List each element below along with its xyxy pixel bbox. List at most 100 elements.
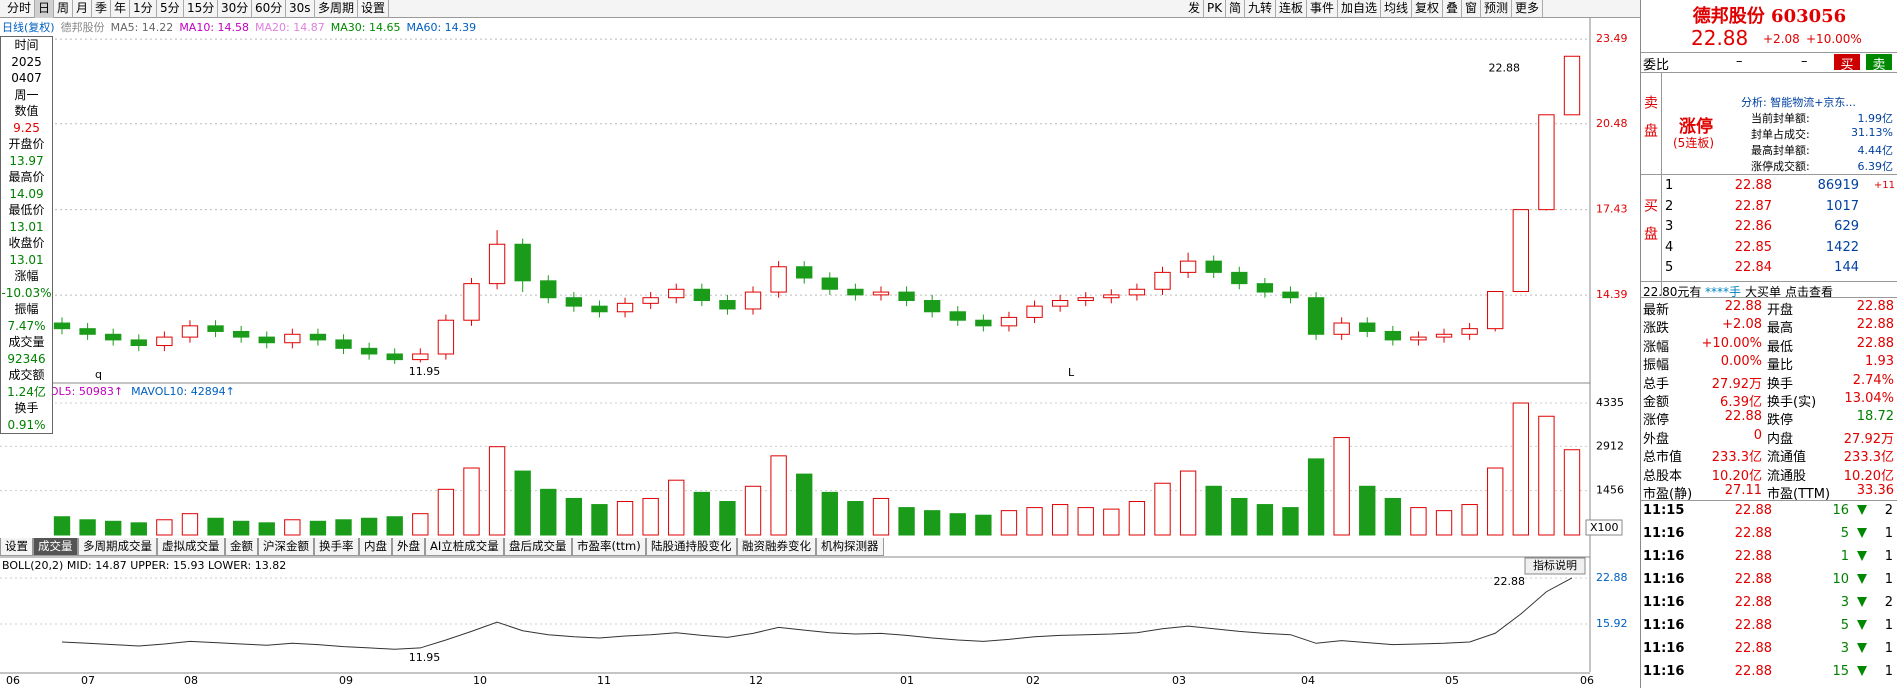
period-button[interactable]: 60分 bbox=[252, 0, 287, 18]
volume-bar bbox=[1487, 467, 1504, 536]
candle-body bbox=[1077, 297, 1094, 302]
down-arrow bbox=[1857, 505, 1867, 515]
candle-body bbox=[1563, 55, 1581, 116]
limit-up: 涨停 bbox=[1679, 117, 1713, 137]
seal-label: 当前封单额: bbox=[1751, 112, 1810, 125]
info-value: 2025 bbox=[11, 54, 42, 69]
info-value: 9.25 bbox=[13, 120, 40, 135]
info-label: 振幅 bbox=[14, 302, 39, 316]
tool-button[interactable]: 复权 bbox=[1412, 0, 1444, 18]
indicator-tab[interactable]: 换手率 bbox=[314, 538, 359, 556]
stat-label: 换手 bbox=[1767, 376, 1794, 392]
period-button[interactable]: 设置 bbox=[358, 0, 390, 18]
candle-body bbox=[1359, 322, 1376, 332]
info-value: -10.03% bbox=[1, 285, 52, 300]
volume-bar bbox=[207, 517, 224, 536]
volume-bar bbox=[360, 517, 378, 536]
indicator-tab[interactable]: 内盘 bbox=[359, 538, 392, 556]
y-tick-label: 22.88 bbox=[1596, 571, 1628, 584]
volume-bar bbox=[975, 514, 992, 536]
weibi-label: 委比 bbox=[1643, 58, 1670, 73]
indicator-tab[interactable]: 市盈率(ttm) bbox=[572, 538, 646, 556]
tool-button[interactable]: 预测 bbox=[1481, 0, 1513, 18]
volume-bar bbox=[1359, 485, 1376, 536]
candle-body bbox=[565, 297, 583, 307]
boll-legend: BOLL(20,2) MID: 14.87 UPPER: 15.93 LOWER… bbox=[2, 559, 286, 572]
y-tick-label: 2912 bbox=[1596, 439, 1624, 452]
tool-button[interactable]: 窗 bbox=[1462, 0, 1482, 18]
candle-body bbox=[105, 333, 122, 341]
volume-bar bbox=[1538, 415, 1555, 536]
volume-bar bbox=[1179, 470, 1197, 536]
candle-body bbox=[335, 339, 352, 349]
indicator-tab[interactable]: 成交量 bbox=[33, 538, 78, 556]
tool-button[interactable]: 叠 bbox=[1443, 0, 1463, 18]
indicator-tab[interactable]: 融资融券变化 bbox=[737, 538, 816, 556]
unit-box bbox=[1585, 519, 1623, 536]
period-button[interactable]: 月 bbox=[73, 0, 93, 18]
indicator-tab[interactable]: AI立桩成交量 bbox=[425, 538, 504, 556]
seal-value: 1.99亿 bbox=[1857, 112, 1894, 125]
indicator-tab[interactable]: 沪深金额 bbox=[258, 538, 314, 556]
period-button[interactable]: 多周期 bbox=[315, 0, 359, 18]
indicator-tab[interactable]: 金额 bbox=[225, 538, 258, 556]
stat-value: +10.00% bbox=[1701, 335, 1762, 351]
tool-button[interactable]: PK bbox=[1204, 0, 1227, 18]
quote-panel: 德邦股份 603056 22.88 +2.08 +10.00% 委比 – – 买… bbox=[1640, 0, 1897, 688]
tool-button[interactable]: 加自选 bbox=[1338, 0, 1382, 18]
volume-bar bbox=[130, 522, 147, 536]
view-link[interactable]: 点击查看 bbox=[1785, 285, 1834, 299]
stat-value: 1.93 bbox=[1865, 354, 1894, 370]
bid-level: 1 bbox=[1665, 178, 1674, 193]
indicator-tab[interactable]: 虚拟成交量 bbox=[157, 538, 225, 556]
ma-value: MA30: 14.65 bbox=[330, 21, 401, 34]
period-button[interactable]: 日 bbox=[35, 0, 55, 18]
tool-button[interactable]: 均线 bbox=[1381, 0, 1413, 18]
period-button[interactable]: 1分 bbox=[130, 0, 157, 18]
period-button[interactable]: 5分 bbox=[157, 0, 184, 18]
stat-value: 33.36 bbox=[1856, 483, 1894, 498]
help-button[interactable] bbox=[1524, 557, 1586, 575]
volume-bar bbox=[616, 501, 634, 536]
period-button[interactable]: 季 bbox=[92, 0, 112, 18]
tool-button[interactable]: 连板 bbox=[1276, 0, 1308, 18]
bid-level: 3 bbox=[1665, 219, 1674, 234]
period-button[interactable]: 周 bbox=[54, 0, 74, 18]
volume-bar bbox=[1205, 485, 1222, 536]
sell-button[interactable]: 卖 bbox=[1866, 54, 1892, 73]
indicator-tab[interactable]: 盘后成交量 bbox=[504, 538, 572, 556]
stat-value: 27.92万 bbox=[1711, 376, 1762, 392]
marker: L bbox=[1068, 366, 1075, 379]
tool-button[interactable]: 简 bbox=[1226, 0, 1246, 18]
indicator-tab[interactable]: 机构探测器 bbox=[816, 538, 884, 556]
stat-label: 涨停 bbox=[1643, 413, 1670, 429]
indicator-tab[interactable]: 多周期成交量 bbox=[78, 538, 157, 556]
tool-button[interactable]: 发 bbox=[1185, 0, 1205, 18]
stat-value: 22.88 bbox=[1724, 299, 1762, 314]
stat-label: 振幅 bbox=[1643, 358, 1670, 374]
tool-button[interactable]: 九转 bbox=[1245, 0, 1277, 18]
period-button[interactable]: 年 bbox=[111, 0, 131, 18]
x-tick-label: 03 bbox=[1172, 674, 1186, 687]
period-button[interactable]: 30分 bbox=[218, 0, 253, 18]
candle-body bbox=[1282, 291, 1299, 299]
down-arrow bbox=[1857, 528, 1867, 538]
period-button[interactable]: 15分 bbox=[184, 0, 219, 18]
stat-value: 233.3亿 bbox=[1711, 450, 1762, 466]
indicator-tab[interactable]: 设置 bbox=[0, 538, 33, 556]
info-label: 成交额 bbox=[8, 368, 45, 382]
tick-volume: 3 bbox=[1840, 641, 1849, 656]
tool-button[interactable]: 更多 bbox=[1512, 0, 1544, 18]
period-button[interactable]: 分时 bbox=[4, 0, 36, 18]
weibi-value: – bbox=[1736, 54, 1743, 69]
period-button[interactable]: 30s bbox=[286, 0, 315, 18]
info-value: 0.91% bbox=[7, 417, 46, 432]
candle-body bbox=[1333, 322, 1350, 335]
stat-value: 233.3亿 bbox=[1843, 450, 1894, 466]
x-tick-label: 12 bbox=[749, 674, 763, 687]
indicator-tab[interactable]: 陆股通持股变化 bbox=[646, 538, 737, 556]
candle-body bbox=[1435, 333, 1453, 338]
indicator-tab[interactable]: 外盘 bbox=[392, 538, 425, 556]
buy-button[interactable]: 买 bbox=[1834, 54, 1860, 73]
tool-button[interactable]: 事件 bbox=[1307, 0, 1339, 18]
